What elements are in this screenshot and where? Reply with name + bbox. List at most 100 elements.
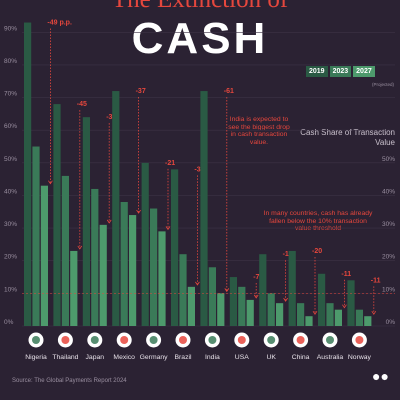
bar-2019 (259, 254, 267, 326)
bar-2027 (217, 293, 225, 326)
y-tick-label: 70% (4, 91, 17, 98)
change-label: -37 (136, 88, 146, 95)
change-label: -11 (341, 271, 351, 278)
flag-emblem (296, 336, 305, 344)
flag-emblem (237, 336, 246, 344)
bar-2023 (238, 286, 246, 326)
change-label: -36 (194, 166, 204, 173)
bar-2027 (305, 316, 313, 326)
flag-emblem (120, 336, 129, 344)
y-tick-label: 30% (4, 221, 17, 228)
y-tick-label-right: 50% (382, 156, 395, 163)
change-label: -15 (283, 251, 293, 258)
legend-2019: 2019 (306, 66, 328, 77)
bar-2023 (208, 267, 216, 326)
y-tick-label: 90% (4, 25, 17, 32)
y-tick-label-right: 20% (382, 254, 395, 261)
country-label: Thailand (52, 354, 78, 361)
bar-2019 (82, 117, 90, 326)
usa-flag-icon (234, 332, 250, 348)
bar-2019 (112, 91, 120, 326)
bar-2019 (171, 169, 179, 326)
y-tick-label-right: 40% (382, 188, 395, 195)
bar-2027 (40, 185, 48, 326)
bar-2027 (99, 224, 107, 326)
norway-flag-icon (351, 332, 367, 348)
flag-emblem (326, 336, 334, 344)
bar-2019 (318, 273, 326, 326)
bar-2027 (364, 316, 372, 326)
china-flag-icon (293, 332, 309, 348)
bar-2019 (200, 91, 208, 326)
country-label: India (205, 354, 220, 361)
change-label: -45 (77, 101, 87, 108)
country-label: China (292, 354, 310, 361)
bar-2023 (120, 202, 128, 326)
australia-flag-icon (322, 332, 338, 348)
bar-2019 (347, 280, 355, 326)
y-tick-label: 0% (4, 319, 14, 326)
y-tick-label-right: 30% (382, 221, 395, 228)
change-label: -49 p.p. (47, 20, 72, 27)
country-label: Australia (317, 354, 344, 361)
bar-2023 (297, 303, 305, 326)
bar-2023 (61, 175, 69, 326)
flag-emblem (267, 336, 276, 344)
change-arrowhead (312, 310, 318, 315)
change-arrowhead (106, 219, 112, 224)
change-label: -11 (371, 277, 381, 284)
flag-emblem (208, 336, 217, 344)
bar-2027 (334, 309, 342, 326)
annotation-threshold: In many countries, cash has already fall… (263, 210, 373, 232)
change-label: -33 (106, 114, 116, 121)
change-arrowhead (253, 294, 259, 299)
bar-2027 (70, 250, 78, 326)
source-note: Source: The Global Payments Report 2024 (12, 378, 127, 384)
change-label: -61 (224, 88, 234, 95)
country-label: UK (266, 354, 276, 361)
y-tick-label-right: 0% (386, 319, 396, 326)
bar-2019 (229, 277, 237, 326)
country-label: USA (235, 354, 249, 361)
visual-capitalist-logo-icon: ●● (372, 368, 389, 384)
change-arrowhead (165, 226, 171, 231)
legend-2027: 2027 (353, 66, 375, 77)
thailand-flag-icon (57, 332, 73, 348)
bar-2023 (150, 208, 158, 326)
uk-flag-icon (263, 332, 279, 348)
change-arrowhead (224, 288, 230, 293)
change-arrowhead (136, 209, 141, 214)
change-label: -21 (165, 160, 175, 167)
title-top: The Extinction of (0, 0, 400, 14)
flag-emblem (32, 336, 40, 344)
legend-2023: 2023 (329, 66, 352, 77)
country-label: Brazil (175, 354, 192, 361)
flag-emblem (355, 336, 364, 344)
bar-2019 (53, 104, 61, 327)
y-tick-label: 20% (4, 254, 17, 261)
bar-2023 (32, 146, 40, 326)
bar-2027 (187, 286, 195, 326)
bar-2027 (276, 303, 284, 326)
change-arrowhead (48, 180, 53, 185)
change-arrowhead (371, 310, 377, 315)
country-label: Germany (140, 354, 169, 361)
change-arrowhead (342, 304, 347, 309)
change-arrowhead (195, 281, 200, 286)
brazil-flag-icon (175, 332, 191, 348)
right-axis-title: Cash Share of Transaction Value (300, 128, 395, 147)
bar-2019 (288, 250, 296, 326)
legend: 2019 2023 2027 (306, 66, 375, 77)
bar-2023 (267, 293, 275, 326)
bar-2023 (326, 303, 334, 326)
nigeria-flag-icon (28, 332, 44, 348)
flag-emblem (179, 336, 187, 344)
legend-projected-note: (Projected) (372, 82, 395, 87)
germany-flag-icon (146, 332, 162, 348)
y-tick-label: 40% (4, 188, 17, 195)
y-tick-label-right: 10% (382, 286, 395, 293)
change-label: -7 (253, 274, 259, 281)
flag-emblem (90, 336, 99, 344)
